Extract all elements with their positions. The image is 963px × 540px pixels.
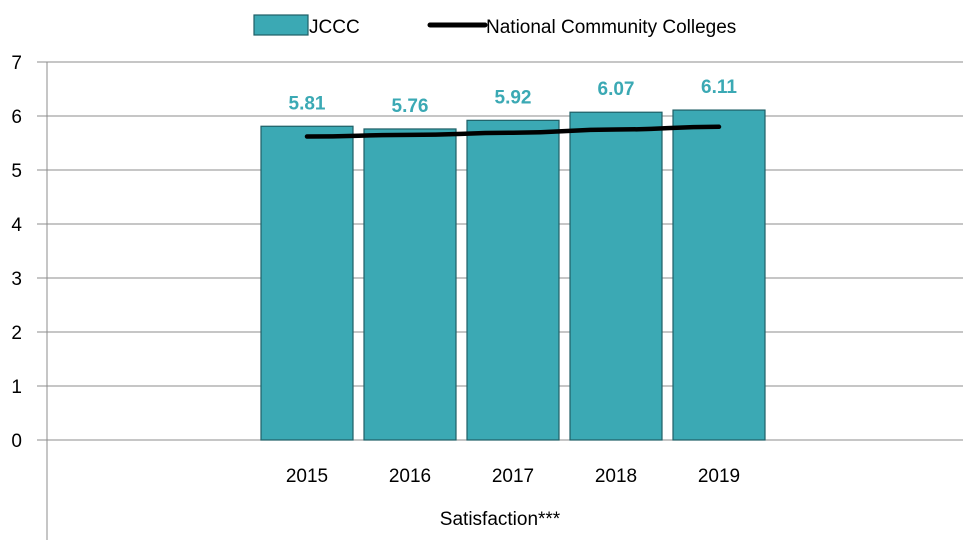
x-tick-label-2015: 2015 (286, 466, 328, 487)
y-tick-label: 3 (11, 269, 22, 290)
y-tick-label: 4 (11, 215, 22, 236)
legend-swatch-jccc (253, 14, 309, 36)
national-line (304, 124, 722, 139)
data-label-2015: 5.81 (289, 93, 326, 114)
bar-2019 (672, 109, 766, 441)
y-tick-label: 2 (11, 323, 22, 344)
data-label-2018: 6.07 (598, 79, 635, 100)
legend-label-jccc: JCCC (309, 17, 360, 38)
x-tick-labels: 2015 2016 2017 2018 2019 (286, 466, 740, 487)
bar-2017 (466, 119, 560, 441)
y-tick-label: 0 (11, 431, 22, 452)
x-tick-label-2018: 2018 (595, 466, 637, 487)
line-national-community-colleges (304, 124, 722, 139)
y-tick-label: 6 (11, 107, 22, 128)
x-axis-title: Satisfaction*** (440, 509, 561, 530)
y-tick-label: 5 (11, 161, 22, 182)
bar-2016 (363, 128, 457, 441)
bar-2015 (260, 125, 354, 441)
x-tick-label-2016: 2016 (389, 466, 431, 487)
legend-label-national: National Community Colleges (486, 17, 736, 38)
bar-2018 (569, 111, 663, 441)
data-label-2017: 5.92 (495, 87, 532, 108)
data-label-2019: 6.11 (701, 77, 737, 98)
bars (260, 109, 766, 441)
x-tick-label-2019: 2019 (698, 466, 740, 487)
y-tick-labels: 0 1 2 3 4 5 6 7 (11, 53, 22, 452)
y-tick-label: 7 (11, 53, 22, 74)
data-labels: 5.81 5.76 5.92 6.07 6.11 (289, 77, 738, 117)
legend: JCCC National Community Colleges (253, 14, 736, 38)
x-tick-label-2017: 2017 (492, 466, 534, 487)
y-tick-label: 1 (11, 377, 22, 398)
data-label-2016: 5.76 (392, 96, 429, 117)
